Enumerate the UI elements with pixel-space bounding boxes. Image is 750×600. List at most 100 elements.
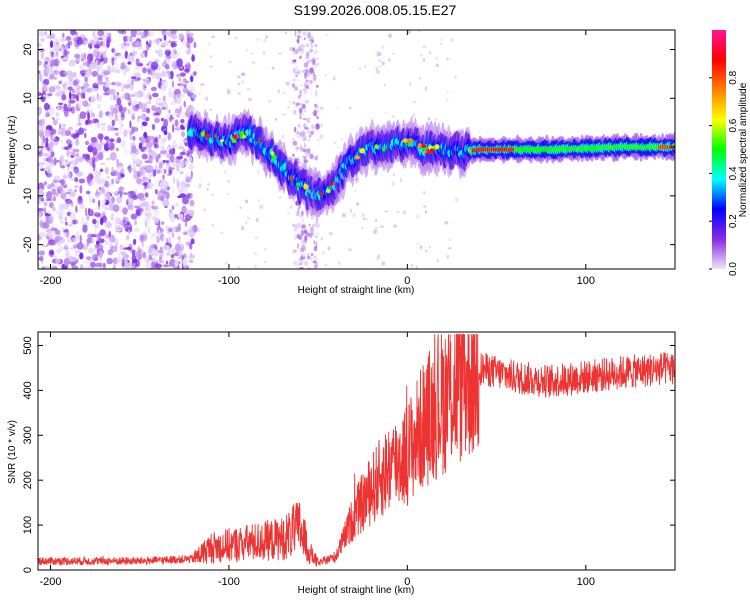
heatmap-cell: [161, 107, 167, 110]
heatmap-cell: [174, 259, 179, 267]
heatmap-cell: [257, 138, 262, 142]
heatmap-cell: [150, 265, 157, 269]
heatmap-cell: [188, 163, 195, 170]
heatmap-cell: [446, 254, 449, 260]
heatmap-cell: [80, 86, 85, 90]
heatmap-cell: [246, 87, 251, 91]
heatmap-cell: [207, 183, 210, 186]
heatmap-cell: [206, 187, 209, 191]
heatmap-cell: [68, 172, 71, 180]
heatmap-cell: [180, 131, 186, 138]
heatmap-cell: [84, 259, 91, 266]
heatmap-cell: [97, 133, 104, 140]
heatmap-cell: [153, 244, 158, 249]
y-tick-label: 500: [22, 336, 34, 354]
heatmap-cell: [565, 147, 568, 152]
heatmap-cell: [662, 145, 664, 150]
heatmap-cell: [328, 232, 333, 236]
heatmap-cell: [82, 62, 88, 66]
heatmap-cell: [72, 244, 79, 249]
heatmap-cell: [64, 216, 68, 222]
heatmap-cell: [305, 69, 310, 74]
heatmap-cell: [542, 147, 544, 152]
heatmap-cell: [435, 56, 438, 60]
heatmap-cell: [355, 202, 360, 206]
heatmap-cell: [75, 171, 84, 178]
heatmap-cell: [144, 221, 147, 228]
heatmap-cell: [185, 59, 189, 66]
heatmap-cell: [86, 160, 92, 164]
heatmap-cell: [59, 37, 67, 43]
heatmap-cell: [287, 106, 290, 109]
heatmap-cell: [77, 100, 83, 109]
heatmap-cell: [48, 183, 56, 188]
heatmap-cell: [125, 39, 131, 48]
heatmap-cell: [294, 30, 297, 37]
heatmap-cell: [148, 155, 153, 164]
heatmap-cell: [296, 263, 300, 269]
heatmap-cell: [326, 33, 329, 37]
heatmap-cell: [143, 142, 148, 148]
heatmap-cell: [434, 117, 437, 121]
heatmap-cell: [168, 236, 172, 245]
heatmap-cell: [448, 238, 452, 242]
heatmap-cell: [582, 146, 585, 151]
heatmap-cell: [441, 37, 443, 42]
heatmap-cell: [305, 74, 308, 78]
heatmap-cell: [291, 83, 295, 88]
heatmap-cell: [124, 66, 130, 73]
heatmap-cell: [138, 142, 143, 150]
heatmap-cell: [376, 69, 380, 74]
heatmap-cell: [608, 145, 611, 150]
heatmap-cell: [52, 196, 57, 202]
heatmap-cell: [151, 123, 156, 131]
heatmap-cell: [307, 73, 311, 77]
heatmap-cell: [96, 94, 103, 103]
heatmap-cell: [73, 219, 76, 225]
heatmap-cell: [148, 178, 151, 184]
heatmap-cell: [73, 166, 78, 170]
heatmap-cell: [297, 157, 300, 163]
heatmap-cell: [520, 147, 523, 152]
heatmap-cell: [145, 216, 149, 223]
heatmap-cell: [178, 238, 181, 243]
heatmap-cell: [131, 265, 135, 269]
heatmap-cell: [70, 159, 76, 165]
heatmap-cell: [163, 48, 171, 52]
heatmap-cell: [152, 257, 158, 263]
heatmap-cell: [604, 145, 606, 150]
heatmap-cell: [300, 37, 304, 41]
heatmap-cell: [352, 212, 356, 218]
heatmap-cell: [362, 217, 366, 221]
heatmap-cell: [79, 185, 83, 194]
heatmap-cell: [75, 139, 80, 146]
heatmap-cell: [159, 170, 163, 174]
heatmap-cell: [84, 76, 88, 83]
heatmap-cell: [52, 133, 56, 141]
heatmap-cell: [92, 118, 95, 124]
heatmap-cell: [111, 235, 116, 243]
heatmap-cell: [320, 123, 323, 128]
heatmap-cell: [77, 84, 80, 92]
heatmap-cell: [297, 243, 299, 249]
heatmap-cell: [105, 233, 110, 239]
heatmap-cell: [660, 145, 662, 150]
heatmap-cell: [68, 71, 72, 77]
heatmap-cell: [108, 111, 113, 115]
heatmap-cell: [132, 259, 138, 263]
heatmap-cell: [164, 152, 169, 156]
heatmap-cell: [208, 41, 211, 46]
heatmap-cell: [454, 197, 459, 203]
heatmap-cell: [211, 35, 216, 39]
heatmap-cell: [115, 81, 122, 87]
heatmap-cell: [304, 229, 307, 234]
heatmap-cell: [50, 213, 54, 222]
heatmap-cell: [84, 140, 90, 146]
heatmap-cell: [314, 235, 318, 238]
heatmap-cell: [104, 70, 112, 74]
heatmap-cell: [315, 221, 319, 228]
heatmap-cell: [74, 85, 78, 93]
heatmap-cell: [38, 143, 41, 146]
heatmap-cell: [312, 111, 317, 116]
heatmap-cell: [150, 232, 155, 241]
